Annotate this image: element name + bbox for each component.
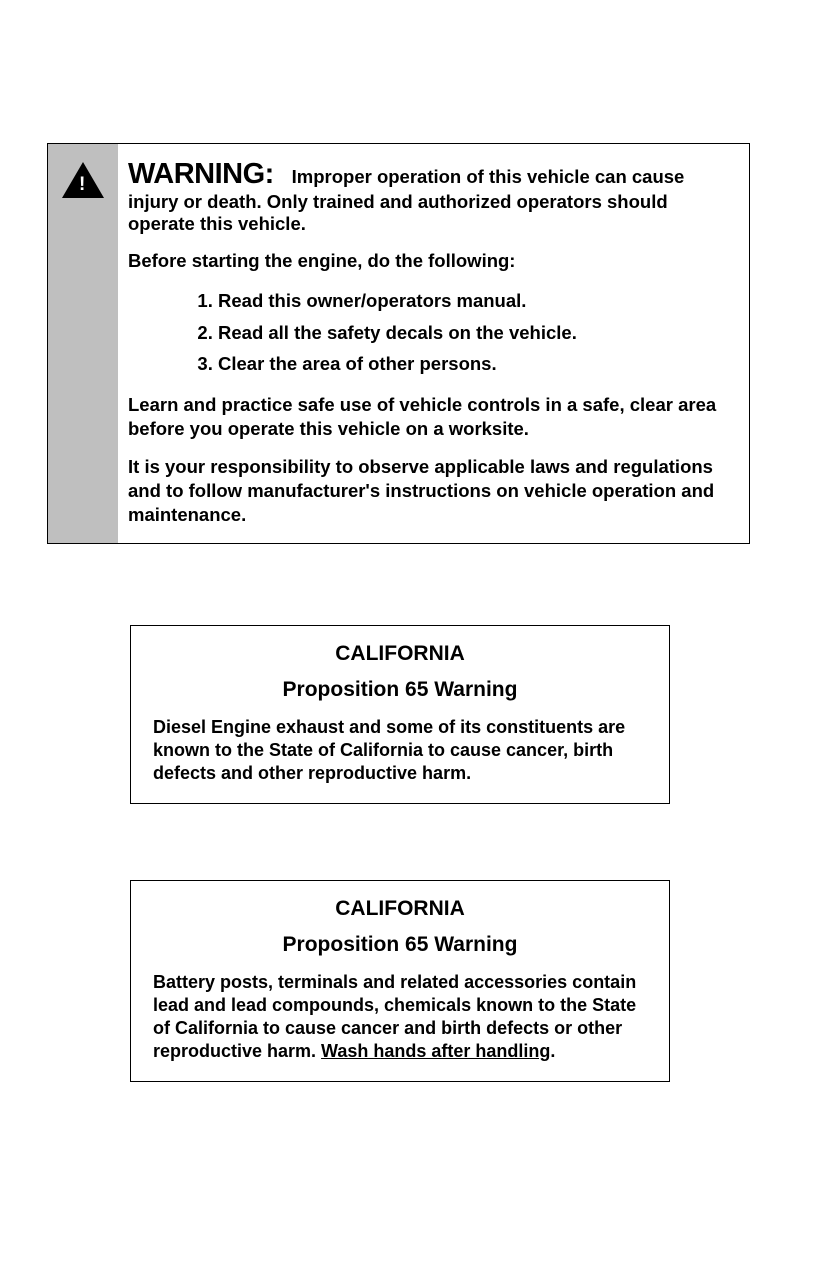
warning-triangle-icon bbox=[62, 162, 104, 198]
warning-intro-block: WARNING: Improper operation of this vehi… bbox=[128, 158, 731, 235]
prop65-body-2-part2: . bbox=[550, 1041, 555, 1061]
warning-step-2: Read all the safety decals on the vehicl… bbox=[218, 319, 731, 348]
warning-heading: WARNING: bbox=[128, 158, 274, 190]
prop65-title-1: Proposition 65 Warning bbox=[153, 678, 647, 702]
prop65-box-battery: CALIFORNIA Proposition 65 Warning Batter… bbox=[130, 880, 670, 1082]
prop65-title-2: Proposition 65 Warning bbox=[153, 933, 647, 957]
warning-content: WARNING: Improper operation of this vehi… bbox=[118, 144, 749, 543]
warning-icon-column bbox=[48, 144, 118, 543]
prop65-body-2: Battery posts, terminals and related acc… bbox=[153, 971, 647, 1063]
prop65-body-1: Diesel Engine exhaust and some of its co… bbox=[153, 716, 647, 785]
warning-steps-list: Read this owner/operators manual. Read a… bbox=[218, 287, 731, 379]
prop65-body-2-underlined: Wash hands after handling bbox=[321, 1041, 550, 1061]
prop65-box-diesel: CALIFORNIA Proposition 65 Warning Diesel… bbox=[130, 625, 670, 804]
prop65-state-2: CALIFORNIA bbox=[153, 897, 647, 921]
warning-step-1: Read this owner/operators manual. bbox=[218, 287, 731, 316]
warning-box: WARNING: Improper operation of this vehi… bbox=[47, 143, 750, 544]
warning-step-3: Clear the area of other persons. bbox=[218, 350, 731, 379]
warning-responsibility-para: It is your responsibility to observe app… bbox=[128, 455, 731, 527]
warning-learn-para: Learn and practice safe use of vehicle c… bbox=[128, 393, 731, 441]
prop65-state-1: CALIFORNIA bbox=[153, 642, 647, 666]
warning-before-starting: Before starting the engine, do the follo… bbox=[128, 249, 731, 273]
